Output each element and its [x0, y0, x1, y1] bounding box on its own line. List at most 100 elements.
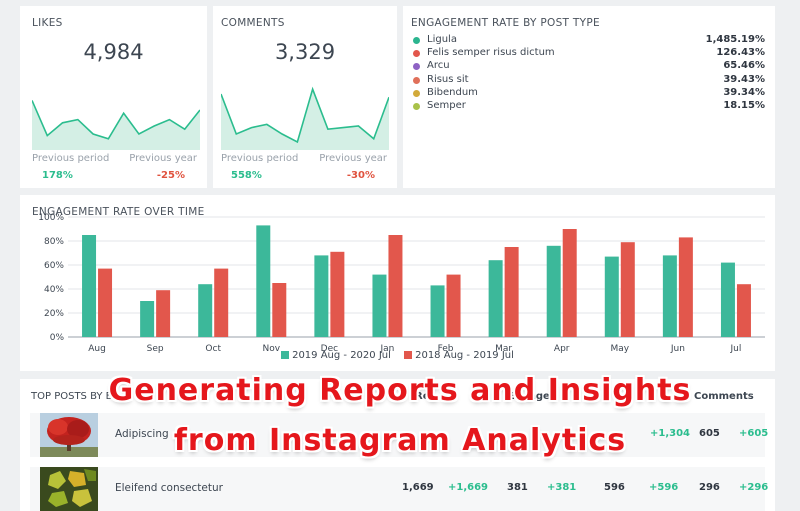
bar[interactable]	[256, 225, 271, 337]
overlay-headline-line2: from Instagram Analytics	[173, 423, 627, 458]
bar[interactable]	[82, 235, 97, 337]
y-tick-label: 20%	[44, 309, 64, 319]
engagement-by-type-card: ENGAGEMENT RATE BY POST TYPE Ligula 1,485…	[403, 6, 775, 188]
bar[interactable]	[720, 262, 735, 337]
bar[interactable]	[562, 229, 577, 337]
engagement-type-name: Semper	[427, 99, 466, 111]
engagement-type-value: 39.43%	[723, 73, 765, 85]
post-name: Adipiscing	[115, 428, 169, 440]
bar[interactable]	[330, 251, 345, 337]
post-thumbnail-red-tree[interactable]	[40, 413, 98, 457]
likes-value: 4,984	[83, 40, 144, 64]
bar[interactable]	[388, 235, 403, 337]
sparkline-line	[32, 100, 200, 140]
bar[interactable]	[604, 256, 619, 337]
engagement-type-dot	[413, 50, 420, 58]
engagement-type-value: 65.46%	[723, 60, 765, 72]
post-comments-delta: +296	[739, 482, 769, 493]
bar[interactable]	[504, 247, 519, 337]
post-comments-delta: +605	[739, 428, 769, 439]
bar[interactable]	[372, 274, 387, 337]
x-tick-label: Jul	[730, 344, 742, 354]
x-tick-label: Jan	[380, 344, 395, 354]
legend-swatch-current	[281, 351, 290, 359]
likes-previous-year-label: Previous year	[129, 153, 197, 164]
x-tick-label: Dec	[321, 344, 338, 354]
top-posts-col-reach[interactable]: Rea	[415, 391, 437, 402]
bar[interactable]	[140, 301, 155, 337]
engagement-type-dot	[413, 89, 420, 97]
table-row[interactable]: Adipiscing +1,304 605 +605	[30, 413, 769, 457]
comments-previous-period-label: Previous period	[221, 153, 299, 164]
engagement-type-name: Risus sit	[427, 73, 469, 85]
likes-previous-period-label: Previous period	[32, 153, 110, 164]
post-engagement-delta: +1,304	[650, 428, 691, 439]
post-reach: 1,669	[402, 482, 434, 493]
engagement-over-time-card: ENGAGEMENT RATE OVER TIME 0% 20% 40% 60% 80%…	[20, 195, 775, 371]
bar[interactable]	[662, 255, 677, 337]
engagement-over-time-title: ENGAGEMENT RATE OVER TIME	[32, 206, 205, 218]
x-tick-label: May	[610, 344, 629, 354]
bar[interactable]	[488, 260, 503, 337]
engagement-type-value: 39.34%	[723, 86, 765, 98]
bar[interactable]	[620, 242, 635, 337]
engagement-type-row: Semper 18.15%	[413, 100, 765, 113]
x-tick-label: Sep	[147, 344, 164, 354]
engagement-type-name: Arcu	[427, 60, 450, 72]
engagement-type-name: Felis semper risus dictum	[427, 47, 555, 59]
bar[interactable]	[430, 285, 445, 337]
bar[interactable]	[156, 290, 171, 337]
engagement-type-row: Arcu 65.46%	[413, 60, 765, 73]
y-tick-label: 40%	[44, 285, 64, 295]
likes-title: LIKES	[32, 17, 63, 29]
x-tick-label: Oct	[205, 344, 221, 354]
bar[interactable]	[546, 245, 561, 337]
y-tick-label: 100%	[38, 213, 64, 223]
comments-title: COMMENTS	[221, 17, 285, 29]
engagement-bar-chart: 0% 20% 40% 60% 80% 100% Aug Sep Oct Nov Dec Jan Feb M…	[38, 213, 765, 354]
engagement-type-dot	[413, 102, 420, 110]
bar[interactable]	[736, 284, 751, 337]
engagement-type-row: Ligula 1,485.19%	[413, 34, 765, 47]
comments-previous-period-pct: 558%	[231, 170, 262, 181]
legend-item-current[interactable]: 2019 Aug - 2020 Jul	[281, 350, 391, 361]
overlay-headline-line1: Generating Reports and Insights	[108, 373, 692, 408]
legend-item-previous[interactable]: 2018 Aug - 2019 Jul	[404, 350, 514, 361]
post-comments: 296	[699, 482, 720, 493]
bar[interactable]	[198, 284, 213, 337]
post-engagement-change: +381	[547, 482, 577, 493]
engagement-type-dot	[413, 76, 420, 84]
x-tick-label: Feb	[438, 344, 454, 354]
table-row[interactable]: Eleifend consectetur 1,669 +1,669 381 +3…	[30, 467, 769, 511]
post-reach-delta: +1,669	[448, 482, 489, 493]
legend-label-previous: 2018 Aug - 2019 Jul	[415, 350, 514, 361]
bar[interactable]	[446, 274, 461, 337]
top-posts-title: TOP POSTS BY EN	[31, 391, 120, 402]
likes-card: LIKES 4,984 Previous period Previous yea…	[20, 6, 207, 188]
chart-legend: 2019 Aug - 2020 Jul 2018 Aug - 2019 Jul	[20, 350, 775, 361]
engagement-type-value: 126.43%	[716, 47, 765, 59]
x-tick-label: Nov	[263, 344, 281, 354]
post-name: Eleifend consectetur	[115, 482, 223, 494]
engagement-type-value: 18.15%	[723, 99, 765, 111]
sparkline-area	[32, 100, 200, 150]
engagement-type-row: Felis semper risus dictum 126.43%	[413, 47, 765, 60]
comments-previous-year-pct: -30%	[346, 170, 375, 181]
engagement-type-value: 1,485.19%	[705, 34, 765, 45]
post-thumbnail-leaves[interactable]	[40, 467, 98, 511]
bar[interactable]	[678, 237, 693, 337]
bar[interactable]	[314, 255, 329, 337]
legend-label-current: 2019 Aug - 2020 Jul	[292, 350, 391, 361]
y-tick-label: 0%	[50, 333, 65, 343]
top-posts-col-engagement[interactable]: Engage	[508, 391, 550, 402]
likes-previous-year-pct: -25%	[156, 170, 185, 181]
x-tick-label: Jun	[670, 344, 685, 354]
bar[interactable]	[214, 268, 229, 337]
post-comments: 605	[699, 428, 720, 439]
post-saves-delta: +596	[649, 482, 679, 493]
bar[interactable]	[98, 268, 113, 337]
engagement-type-row: Bibendum 39.34%	[413, 87, 765, 100]
likes-previous-period-pct: 178%	[42, 170, 73, 181]
top-posts-col-comments[interactable]: Comments	[694, 391, 754, 402]
bar[interactable]	[272, 283, 287, 337]
